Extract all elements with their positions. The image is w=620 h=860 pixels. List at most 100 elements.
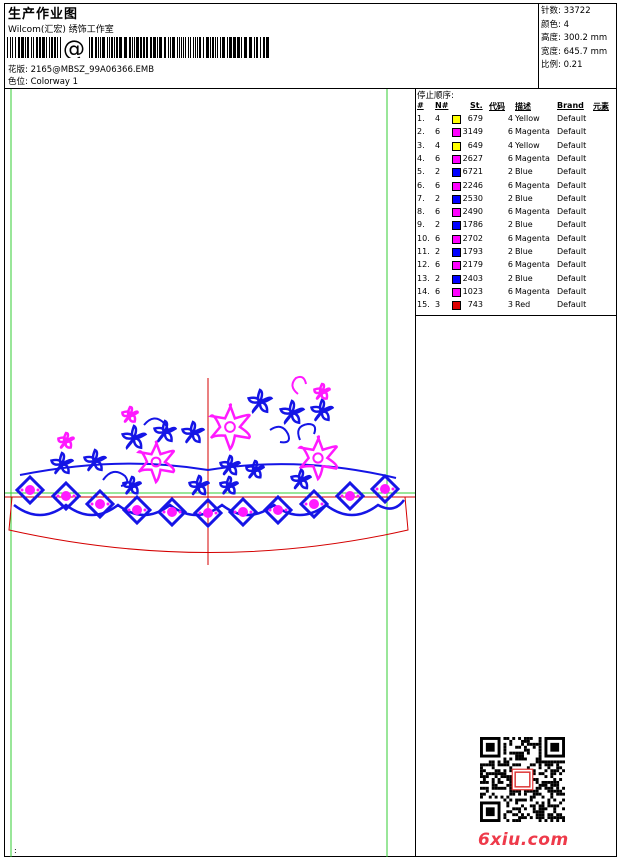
flower-large-right — [297, 435, 339, 482]
vine-curl — [291, 375, 307, 395]
color-swatch — [452, 287, 461, 297]
diamond-motif — [84, 488, 116, 520]
row-code: 6 — [507, 207, 513, 217]
row-brand: Default — [557, 140, 587, 150]
scallop-border — [13, 499, 406, 517]
row-number: 12. — [417, 260, 430, 270]
hoop-outline — [8, 496, 409, 553]
row-needle: 6 — [435, 260, 441, 270]
row-needle: 4 — [435, 140, 441, 150]
col-header-brand: Brand — [557, 101, 584, 110]
row-brand: Default — [557, 180, 587, 190]
table-row: 10. 6 2702 6 Magenta Default — [417, 234, 617, 247]
table-row: 15. 3 743 3 Red Default — [417, 300, 617, 313]
row-stitches: 1023 — [462, 286, 483, 296]
row-brand: Default — [557, 207, 587, 217]
row-brand: Default — [557, 220, 587, 230]
leaf-cluster — [188, 474, 210, 496]
leaf-cluster — [247, 388, 274, 414]
site-watermark: 6xiu.com — [478, 830, 569, 850]
design-scale: 比例: 0.21 — [541, 60, 583, 70]
diamond-motif — [121, 494, 153, 526]
row-needle: 2 — [435, 193, 441, 203]
table-row: 1. 4 679 4 Yellow Default — [417, 114, 617, 127]
row-brand: Default — [557, 247, 587, 256]
row-number: 10. — [417, 233, 430, 243]
row-stitches: 2490 — [462, 207, 483, 217]
row-number: 3. — [417, 140, 425, 150]
row-code: 2 — [507, 247, 513, 256]
leaf-cluster — [279, 399, 306, 425]
table-row: 3. 4 649 4 Yellow Default — [417, 141, 617, 154]
row-number: 7. — [417, 193, 425, 203]
row-stitches: 2627 — [462, 153, 483, 163]
row-needle: 6 — [435, 180, 441, 190]
vine-curl — [143, 417, 169, 436]
table-row: 6. 6 2246 6 Magenta Default — [417, 181, 617, 194]
panel-divider — [415, 88, 416, 857]
row-number: 8. — [417, 207, 425, 217]
row-description: Blue — [515, 273, 533, 283]
row-needle: 2 — [435, 273, 441, 283]
design-stats: 针数: 33722 颜色: 4 高度: 300.2 mm 宽度: 645.7 m… — [541, 5, 607, 73]
stitch-count: 针数: 33722 — [541, 6, 591, 16]
col-header-code: 代码 — [489, 102, 505, 111]
flower-large-left — [136, 440, 176, 485]
row-code: 6 — [507, 127, 513, 137]
worksheet-frame — [4, 3, 617, 857]
col-header-num: # — [417, 101, 424, 110]
row-brand: Default — [557, 286, 587, 296]
row-code: 6 — [507, 286, 513, 296]
color-swatch — [452, 128, 461, 138]
diamond-motif — [192, 497, 224, 529]
row-code: 6 — [507, 233, 513, 243]
row-number: 13. — [417, 273, 430, 283]
page-title: 生产作业图 — [8, 7, 79, 22]
row-code: 6 — [507, 153, 513, 163]
color-swatch — [452, 168, 461, 178]
sequence-title: 停止顺序: — [417, 91, 454, 101]
col-header-element: 元素 — [593, 102, 609, 111]
color-swatch — [452, 154, 461, 164]
row-stitches: 1793 — [462, 247, 483, 256]
header-divider — [4, 88, 617, 89]
leaf-cluster — [219, 475, 239, 495]
table-row: 12. 6 2179 6 Magenta Default — [417, 260, 617, 273]
row-description: Magenta — [515, 260, 550, 270]
qr-code — [480, 737, 565, 822]
row-brand: Default — [557, 167, 587, 177]
row-code: 2 — [507, 273, 513, 283]
row-brand: Default — [557, 193, 587, 203]
row-description: Blue — [515, 247, 533, 256]
design-width: 宽度: 645.7 mm — [541, 46, 608, 57]
col-header-needle: N# — [435, 101, 449, 110]
color-swatch — [452, 221, 461, 231]
diamond-motif — [14, 474, 46, 506]
table-row: 9. 2 1786 2 Blue Default — [417, 220, 617, 233]
color-swatch — [452, 261, 461, 271]
table-row: 11. 2 1793 2 Blue Default — [417, 247, 617, 260]
corner-mark: : — [14, 846, 17, 855]
design-height: 高度: 300.2 mm — [541, 33, 608, 43]
diamond-motif — [298, 488, 330, 520]
color-swatch — [452, 115, 461, 124]
row-description: Magenta — [515, 207, 550, 217]
sequence-bottom-divider — [415, 315, 617, 316]
row-needle: 6 — [435, 207, 441, 217]
bud-cluster — [57, 431, 75, 449]
row-description: Magenta — [515, 127, 550, 137]
row-description: Blue — [515, 220, 533, 230]
color-swatch — [452, 248, 461, 257]
qr-logo-seal — [511, 768, 534, 791]
leaf-cluster — [310, 398, 335, 422]
diamond-motif — [50, 480, 82, 512]
color-swatch — [452, 274, 461, 284]
table-row: 4. 6 2627 6 Magenta Default — [417, 154, 617, 167]
row-code: 6 — [507, 180, 513, 190]
table-row: 14. 6 1023 6 Magenta Default — [417, 287, 617, 300]
vine-curl — [269, 425, 290, 444]
color-swatch — [452, 181, 461, 191]
row-needle: 4 — [435, 114, 441, 123]
design-file-label: 花版: 2165@MBSZ_99A06366.EMB — [8, 65, 155, 75]
row-needle: 6 — [435, 233, 441, 243]
